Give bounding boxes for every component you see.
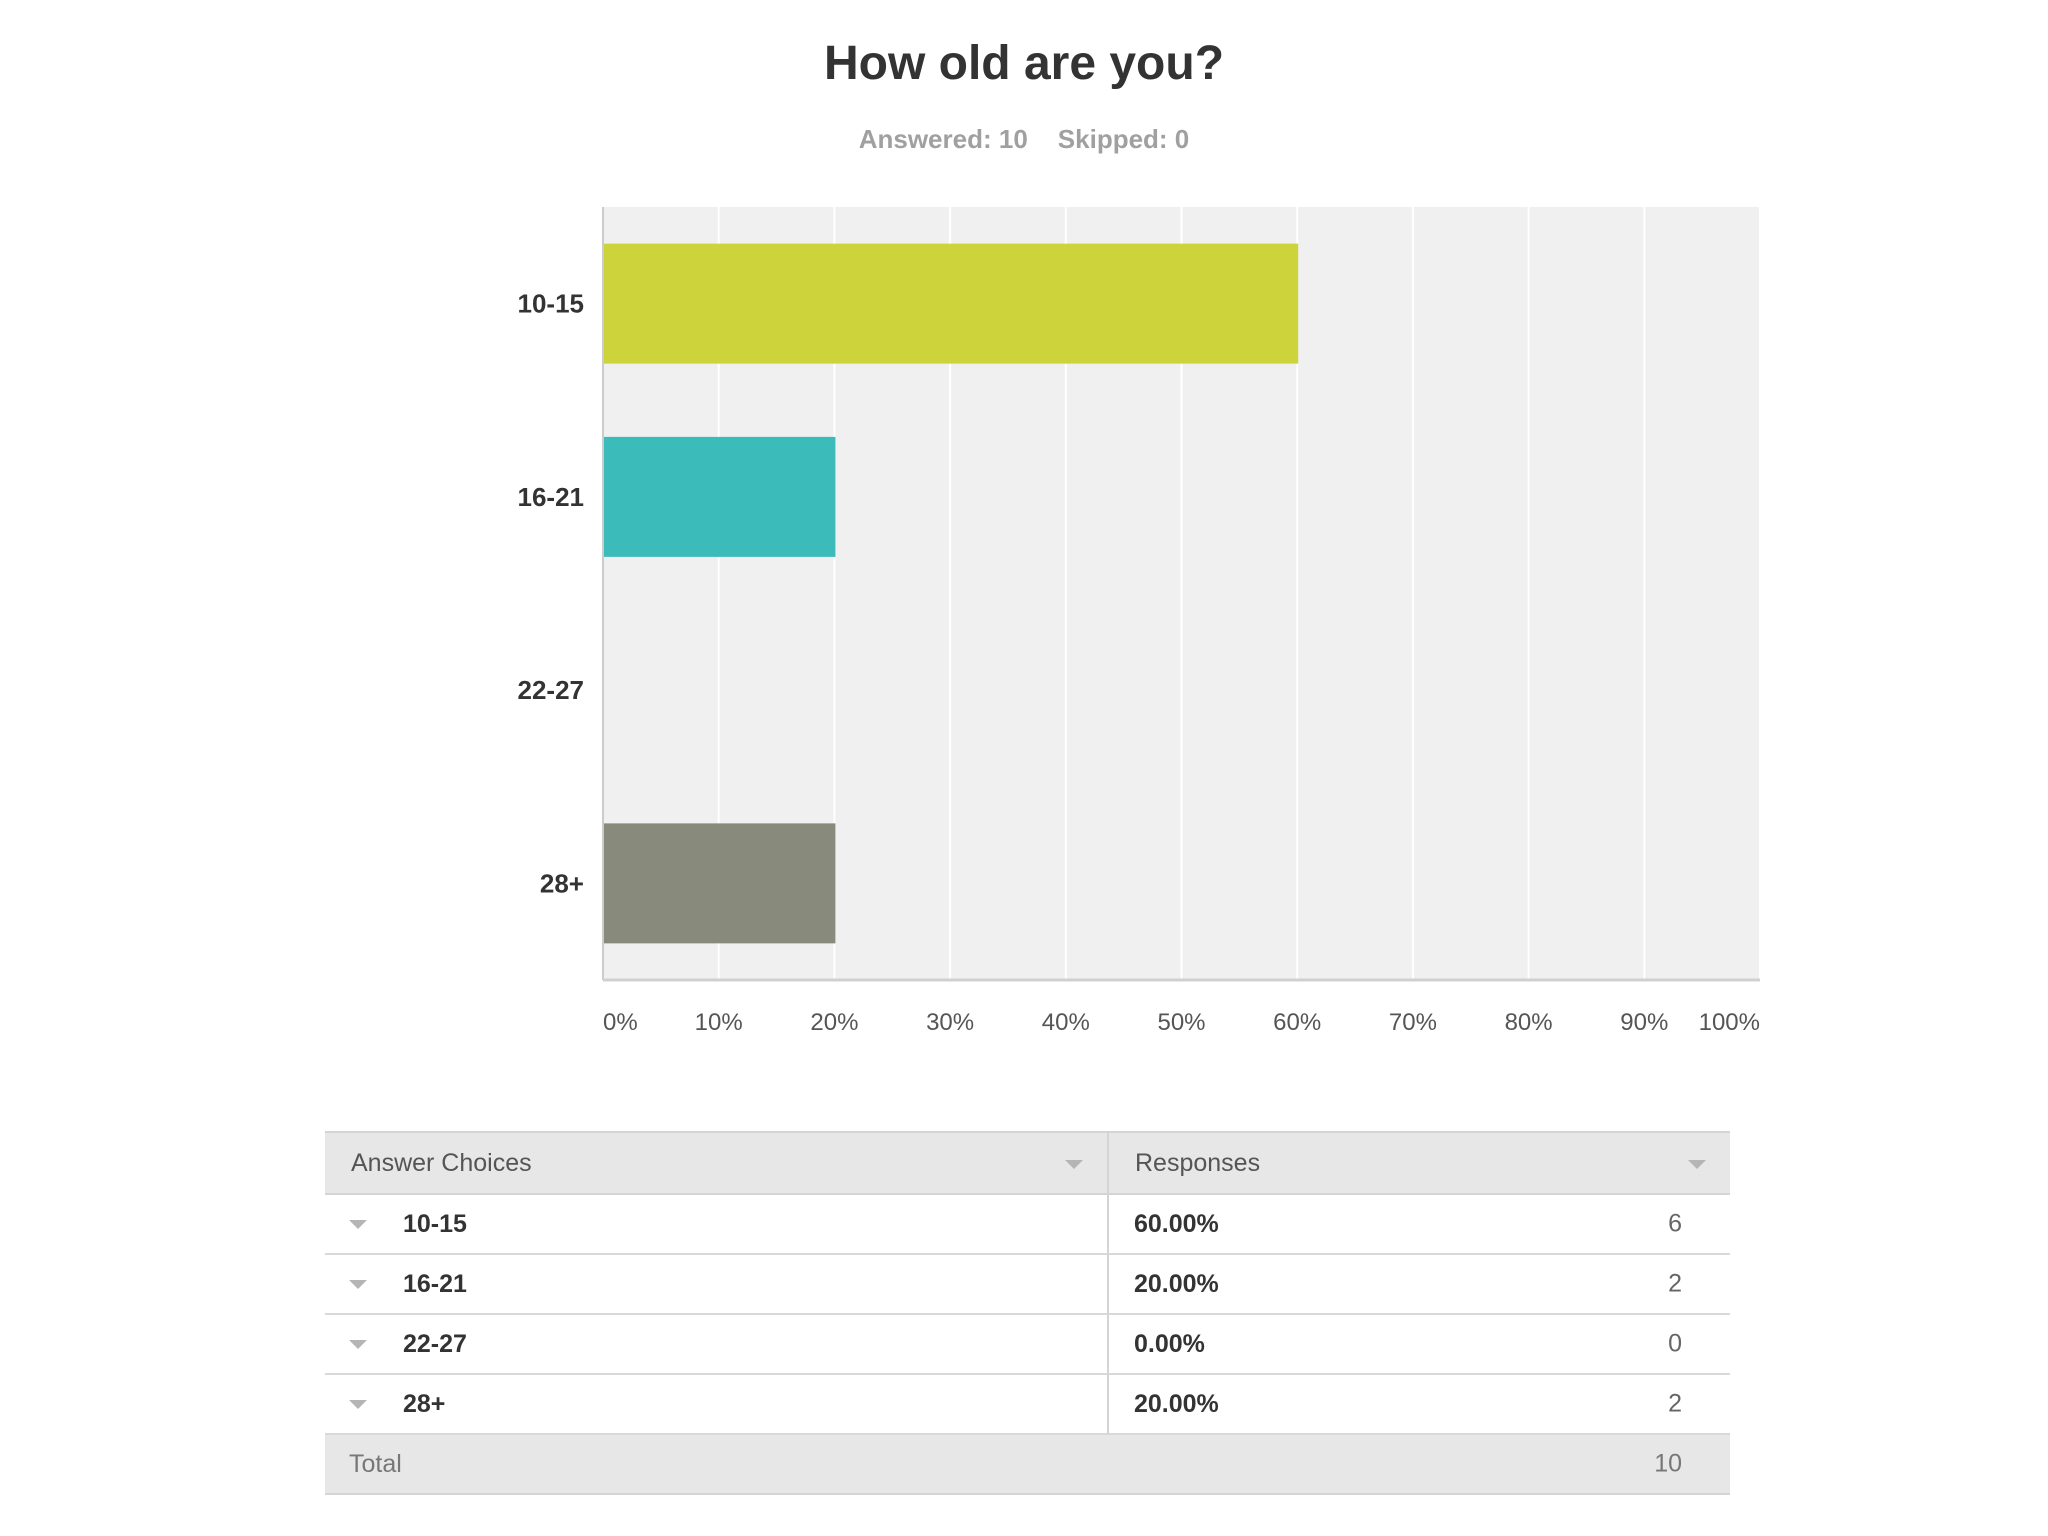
skipped-count: Skipped: 0	[1057, 124, 1190, 154]
answered-count: Answered: 10	[858, 124, 1028, 154]
response-cell: 20.00% 2	[1108, 1374, 1730, 1434]
answer-choices-header-label: Answer Choices	[351, 1148, 532, 1177]
response-count: 0	[1668, 1329, 1682, 1358]
answer-choices-header[interactable]: Answer Choices	[325, 1132, 1109, 1194]
expand-chevron-down-icon[interactable]	[349, 1279, 367, 1289]
x-tick-label: 70%	[1389, 1009, 1437, 1036]
answer-choice-label: 22-27	[403, 1329, 467, 1358]
response-count: 6	[1668, 1209, 1682, 1238]
response-count: 2	[1668, 1269, 1682, 1298]
table-header-row: Answer Choices Responses	[325, 1132, 1730, 1194]
bar-chart: 0% 10% 20% 30% 40% 50% 60% 70% 80% 90% 100% 10-15 16…	[518, 207, 1761, 1036]
answer-choice-label: 10-15	[403, 1209, 467, 1238]
x-tick-label: 50%	[1157, 1009, 1205, 1036]
x-tick-label: 20%	[810, 1009, 858, 1036]
answer-choice-cell: 28+	[325, 1374, 1109, 1434]
sort-responses-chevron-down-icon[interactable]	[1688, 1160, 1706, 1169]
table-row: 28+ 20.00% 2	[325, 1374, 1730, 1434]
response-percent: 60.00%	[1134, 1209, 1219, 1238]
total-row: Total 10	[325, 1434, 1730, 1494]
x-tick-label: 30%	[926, 1009, 974, 1036]
table-row: 10-15 60.00% 6	[325, 1194, 1730, 1254]
answer-choice-cell: 16-21	[325, 1254, 1109, 1314]
response-cell: 0.00% 0	[1108, 1314, 1730, 1374]
sort-choices-chevron-down-icon[interactable]	[1065, 1160, 1083, 1169]
answer-choice-cell: 22-27	[325, 1314, 1109, 1374]
total-cell: Total 10	[325, 1434, 1730, 1494]
response-cell: 20.00% 2	[1108, 1254, 1730, 1314]
expand-chevron-down-icon[interactable]	[349, 1219, 367, 1229]
expand-chevron-down-icon[interactable]	[349, 1339, 367, 1349]
x-tick-label: 100%	[1699, 1009, 1760, 1036]
x-tick-label: 80%	[1505, 1009, 1553, 1036]
category-label: 22-27	[518, 675, 585, 705]
category-label: 28+	[540, 868, 584, 898]
x-tick-label: 60%	[1273, 1009, 1321, 1036]
bar	[604, 823, 836, 944]
table-row: 22-27 0.00% 0	[325, 1314, 1730, 1374]
x-tick-label: 10%	[695, 1009, 743, 1036]
responses-header[interactable]: Responses	[1108, 1132, 1730, 1194]
category-label: 10-15	[518, 289, 585, 319]
x-tick-label: 90%	[1620, 1009, 1668, 1036]
response-percent: 20.00%	[1134, 1389, 1219, 1418]
table-row: 16-21 20.00% 2	[325, 1254, 1730, 1314]
answer-choice-cell: 10-15	[325, 1194, 1109, 1254]
answer-choice-label: 16-21	[403, 1269, 467, 1298]
x-tick-label: 0%	[603, 1009, 638, 1036]
expand-chevron-down-icon[interactable]	[349, 1399, 367, 1409]
x-tick-label: 40%	[1042, 1009, 1090, 1036]
question-title: How old are you?	[823, 37, 1225, 90]
answer-choice-label: 28+	[403, 1389, 446, 1418]
response-summary: Answered: 10 Skipped: 0	[0, 124, 2048, 155]
bar	[604, 243, 1299, 364]
response-count: 2	[1668, 1389, 1682, 1418]
total-count: 10	[1654, 1449, 1682, 1478]
total-label: Total	[349, 1449, 402, 1478]
response-cell: 60.00% 6	[1108, 1194, 1730, 1254]
category-label: 16-21	[518, 482, 585, 512]
responses-table: Answer Choices Responses 10-15	[325, 1131, 1730, 1495]
response-percent: 20.00%	[1134, 1269, 1219, 1298]
response-percent: 0.00%	[1134, 1329, 1205, 1358]
responses-header-label: Responses	[1135, 1148, 1261, 1177]
bar	[604, 436, 836, 557]
responses-table-container: Answer Choices Responses 10-15	[325, 1131, 1730, 1495]
